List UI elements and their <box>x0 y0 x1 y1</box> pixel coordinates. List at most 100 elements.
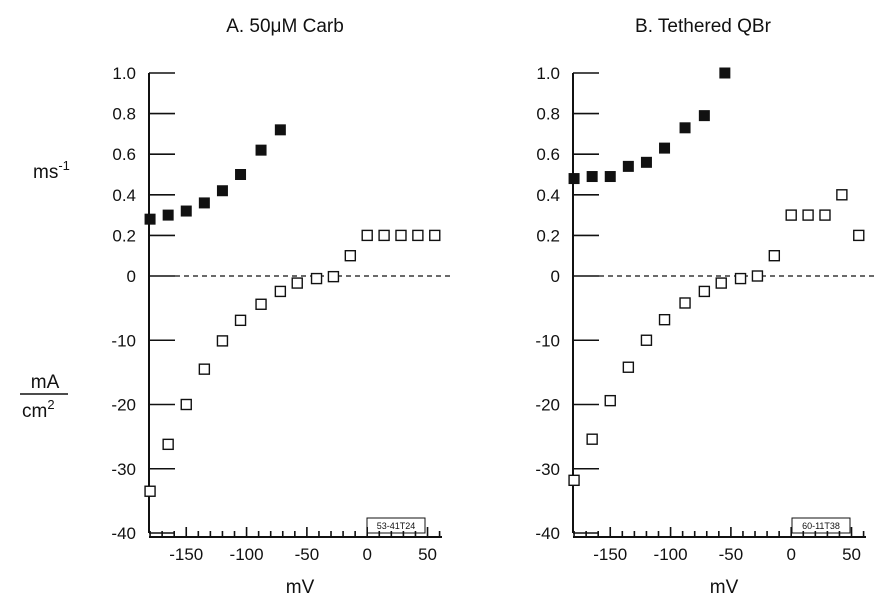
panel-a-filled-point <box>274 124 286 136</box>
panel-a-open-point <box>234 314 247 327</box>
panel-b-filled-point <box>640 156 652 168</box>
panel-a-x-tick-label: -100 <box>230 545 264 564</box>
panel-b-open-point <box>698 285 711 298</box>
panel-a-code-label: 53-41T24 <box>377 521 416 531</box>
panel-b-y-tick-label: 0.4 <box>536 186 560 205</box>
panel-a-filled-point <box>255 144 267 156</box>
panel-b-y-tick-label: 1.0 <box>536 64 560 83</box>
panel-b-y-tick-label: 0 <box>551 267 560 286</box>
panel-b-open-point <box>819 209 831 221</box>
panel-a-y-tick-label: -20 <box>111 396 136 415</box>
panel-b-open-point <box>640 334 653 346</box>
panel-a-y-tick-label: 0 <box>127 267 136 286</box>
panel-a-open-point <box>310 272 323 285</box>
panel-a-open-point <box>180 398 192 411</box>
panel-b-y-tick-label: -30 <box>535 460 560 479</box>
panel-a-y-tick-label: 0.6 <box>112 145 136 164</box>
panel-a-y-tick-label: -40 <box>111 524 136 543</box>
panel-b-x-tick-label: 0 <box>786 545 795 564</box>
y-unit-rate-text: ms <box>33 162 58 183</box>
panel-a-y-tick-label: -30 <box>111 460 136 479</box>
panel-a-open-point <box>274 285 287 298</box>
panel-a-open-point <box>216 335 229 347</box>
panel-a-filled-point <box>180 205 192 217</box>
y-unit-current-den-superscript: 2 <box>47 397 54 412</box>
panel-a-y-tick-label: 0.2 <box>112 226 136 245</box>
panel-b-y-tick-label: 0.6 <box>536 145 560 164</box>
panel-b-x-axis-label: mV <box>710 577 739 598</box>
panel-b-open-point <box>802 209 814 221</box>
y-unit-current-numerator: mA <box>31 372 60 393</box>
panel-b-open-point <box>622 361 635 373</box>
y-unit-rate-label: ms-1 <box>33 158 70 183</box>
panel-b-open-point <box>836 189 848 201</box>
panel-b-y-tick-label: -10 <box>535 331 560 350</box>
panel-a-open-point <box>291 277 303 289</box>
panel-b-open-point <box>679 297 691 309</box>
panel-b-x-tick-label: -100 <box>654 545 688 564</box>
panel-a-open-point <box>361 229 373 242</box>
panel-b-open-point <box>734 272 747 285</box>
panel-a-open-point <box>198 363 211 375</box>
panel-a-filled-point <box>235 169 247 180</box>
panel-b-y-tick-label: -20 <box>535 396 560 415</box>
panel-a-open-point <box>327 270 340 283</box>
panel-a-x-tick-label: -150 <box>169 545 203 564</box>
panel-b-x-tick-label: -50 <box>719 545 744 564</box>
panel-b-filled-point <box>679 122 691 134</box>
panel-b-code-label: 60-11T38 <box>802 521 840 531</box>
panel-a-x-tick-label: -50 <box>295 545 320 564</box>
panel-b-open-point <box>604 394 616 407</box>
panel-a-y-tick-label: 0.8 <box>112 105 136 124</box>
panel-b-open-point <box>785 209 797 221</box>
panel-a-y-tick-label: -10 <box>111 331 136 350</box>
panel-a-x-tick-label: 50 <box>418 545 437 564</box>
panel-b-title: B. Tethered QBr <box>635 16 772 37</box>
panel-a-open-point <box>255 298 267 310</box>
panel-a-open-point <box>378 229 390 242</box>
panel-b-filled-point <box>604 171 616 183</box>
panel-b-y-tick-label: -40 <box>535 524 560 543</box>
panel-a-open-point <box>162 438 174 451</box>
panel-b-filled-point <box>719 67 731 79</box>
panel-b-open-point <box>768 249 781 262</box>
panel-b-filled-point <box>659 142 671 154</box>
panel-b-filled-point <box>568 173 580 185</box>
panel-a-x-axis-label: mV <box>286 577 315 598</box>
y-unit-current-den-text: cm <box>22 401 47 422</box>
panel-b-filled-point <box>586 171 598 183</box>
panel-a-filled-point <box>216 185 228 197</box>
panel-a-open-point <box>395 229 407 242</box>
panel-a-open-point <box>344 249 357 262</box>
panel-b-open-point <box>586 433 598 445</box>
panel-a: A. 50μM Carb-40-30-20-1000.20.40.60.81.0… <box>111 16 454 598</box>
panel-a-filled-point <box>144 213 156 225</box>
panel-a-title: A. 50μM Carb <box>226 16 344 37</box>
panel-a-code-box <box>366 517 426 534</box>
panel-b-filled-point <box>622 160 634 172</box>
panel-a-y-tick-label: 1.0 <box>112 64 136 83</box>
panel-b-open-point <box>715 277 727 289</box>
panel-b-x-tick-label: 50 <box>842 545 861 564</box>
panel-a-open-point <box>429 229 441 242</box>
panel-b-x-tick-label: -150 <box>593 545 627 564</box>
panel-b-filled-point <box>698 110 710 122</box>
panel-a-open-point <box>144 485 156 497</box>
panel-a-filled-point <box>198 197 210 209</box>
panel-b-open-point <box>568 474 580 487</box>
panel-b-open-point <box>658 313 671 326</box>
y-unit-rate-superscript: -1 <box>58 158 70 173</box>
panel-b-open-point <box>853 229 865 242</box>
panel-b-open-point <box>751 270 764 282</box>
panel-b-y-tick-label: 0.8 <box>536 105 560 124</box>
panel-a-filled-point <box>162 209 174 221</box>
panel-a-y-tick-label: 0.4 <box>112 186 136 205</box>
y-unit-current-label: mA cm2 <box>20 372 68 422</box>
panel-b-y-tick-label: 0.2 <box>536 226 560 245</box>
panel-b: B. Tethered QBr-40-30-20-1000.20.40.60.8… <box>535 16 878 598</box>
panel-a-x-tick-label: 0 <box>362 545 371 564</box>
panel-b-code-box <box>791 517 851 534</box>
panel-a-open-point <box>412 229 424 242</box>
y-unit-current-denominator: cm2 <box>22 397 55 422</box>
